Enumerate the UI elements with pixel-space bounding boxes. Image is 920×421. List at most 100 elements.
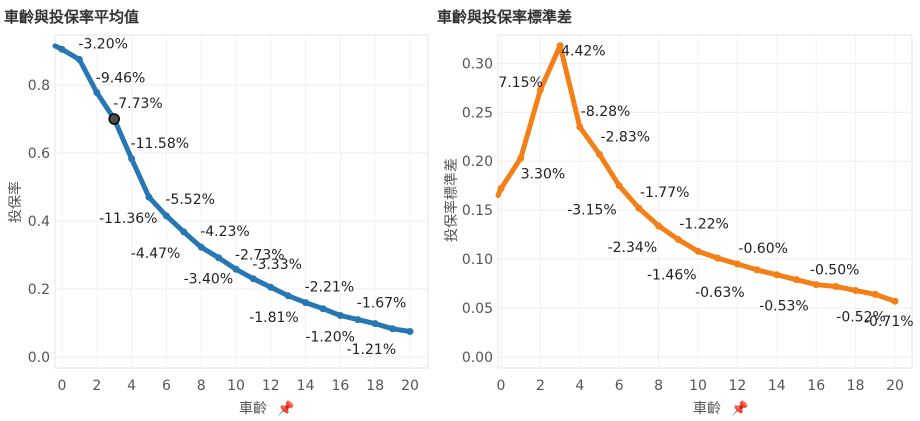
data-point xyxy=(284,292,292,300)
x-axis-label: 車齡 xyxy=(693,400,721,417)
data-label: -0.53% xyxy=(759,299,809,315)
data-point xyxy=(871,290,879,298)
data-point xyxy=(354,316,362,324)
data-label: -8.28% xyxy=(581,104,631,120)
x-tick-label: 6 xyxy=(162,378,171,394)
data-label: -2.21% xyxy=(305,280,355,296)
data-label: -3.33% xyxy=(252,257,302,273)
data-label: -2.34% xyxy=(608,240,658,256)
x-tick-label: 4 xyxy=(127,378,136,394)
data-point xyxy=(536,86,544,94)
x-tick-label: 2 xyxy=(92,378,101,394)
y-tick-label: 0.6 xyxy=(28,146,50,162)
data-point xyxy=(232,265,240,273)
data-label: -1.46% xyxy=(647,267,697,283)
data-point-highlighted xyxy=(108,113,120,125)
x-tick-label: 14 xyxy=(768,378,786,394)
data-label: -1.67% xyxy=(357,296,407,312)
data-point xyxy=(517,154,525,162)
x-tick-label: 18 xyxy=(366,378,384,394)
y-tick-label: 0.00 xyxy=(462,350,493,366)
data-point xyxy=(267,283,275,291)
data-point xyxy=(655,222,663,230)
x-axis-label: 車齡 xyxy=(239,400,267,417)
data-point xyxy=(714,254,722,262)
data-label: -1.21% xyxy=(347,342,397,358)
y-tick-label: 0.25 xyxy=(462,105,493,121)
data-label: -0.50% xyxy=(810,263,860,279)
x-tick-label: 10 xyxy=(689,378,707,394)
data-point xyxy=(93,88,101,96)
chart-title: 車齡與投保率平均值 xyxy=(4,8,139,26)
data-label: -2.73% xyxy=(235,247,285,263)
data-point xyxy=(773,271,781,279)
x-tick-label: 2 xyxy=(536,378,545,394)
x-tick-label: 20 xyxy=(401,378,419,394)
y-tick-label: 0.30 xyxy=(462,56,493,72)
data-point xyxy=(753,266,761,274)
data-point xyxy=(406,328,414,335)
y-tick-label: 0.4 xyxy=(28,214,50,230)
data-point xyxy=(497,185,505,193)
data-label: -4.23% xyxy=(200,224,250,240)
data-point xyxy=(793,276,800,284)
data-label: 7.15% xyxy=(498,75,542,91)
data-label: -0.63% xyxy=(695,285,745,301)
x-tick-label: 0 xyxy=(497,378,506,394)
data-point xyxy=(576,123,584,131)
chart-title: 車齡與投保率標準差 xyxy=(437,8,572,26)
data-point xyxy=(145,193,153,201)
data-point xyxy=(302,299,310,307)
x-tick-label: 12 xyxy=(262,378,280,394)
data-point xyxy=(215,254,223,262)
y-tick-label: 0.05 xyxy=(462,301,493,317)
data-point xyxy=(58,45,66,53)
plot-area xyxy=(54,34,429,369)
data-label: -1.77% xyxy=(640,185,690,201)
chart-avg-insurance-rate: 車齡與投保率平均值 車齡 📌 投保率 0.0 0.2 0.4 0.6 0.8 0 2 4 6 8 1… xyxy=(4,8,429,417)
data-label: -3.40% xyxy=(184,272,234,288)
x-tick-label: 16 xyxy=(331,378,349,394)
data-point xyxy=(852,286,860,294)
x-tick-label: 4 xyxy=(575,378,584,394)
data-point xyxy=(128,155,136,163)
data-label: -1.81% xyxy=(249,310,299,326)
data-point xyxy=(733,260,741,268)
data-point xyxy=(615,182,623,190)
y-tick-label: 0.10 xyxy=(462,252,493,268)
x-tick-label: 8 xyxy=(197,378,206,394)
data-label: 3.30% xyxy=(521,166,565,182)
data-label: -0.60% xyxy=(738,241,788,257)
data-point xyxy=(249,275,257,283)
x-tick-label: 20 xyxy=(886,378,904,394)
data-label: -0.52% xyxy=(836,309,886,325)
data-label: -11.58% xyxy=(131,136,189,152)
data-point xyxy=(556,42,564,50)
data-label: -2.83% xyxy=(601,129,651,145)
data-label: -3.20% xyxy=(78,37,128,53)
x-tick-label: 12 xyxy=(728,378,746,394)
pin-icon[interactable]: 📌 xyxy=(277,399,295,417)
data-point xyxy=(336,312,344,320)
data-point xyxy=(694,247,702,255)
data-point xyxy=(197,243,205,251)
x-tick-label: 6 xyxy=(615,378,624,394)
data-point xyxy=(596,150,603,158)
data-label: -1.20% xyxy=(305,330,355,346)
x-tick-label: 0 xyxy=(58,378,67,394)
y-tick-label: 0.20 xyxy=(462,154,493,170)
data-label: -1.22% xyxy=(679,217,729,233)
x-tick-label: 18 xyxy=(847,378,865,394)
data-point xyxy=(832,283,840,291)
y-axis-label: 投保率標準差 xyxy=(443,158,460,242)
series-line xyxy=(52,43,413,334)
data-point xyxy=(635,204,643,212)
data-point xyxy=(319,305,327,313)
x-tick-label: 10 xyxy=(227,378,245,394)
y-tick-label: 0.8 xyxy=(28,78,50,94)
data-label: -5.52% xyxy=(165,192,215,208)
y-tick-label: 0.2 xyxy=(28,282,50,298)
data-label: -3.15% xyxy=(567,203,617,219)
pin-icon[interactable]: 📌 xyxy=(731,399,749,417)
